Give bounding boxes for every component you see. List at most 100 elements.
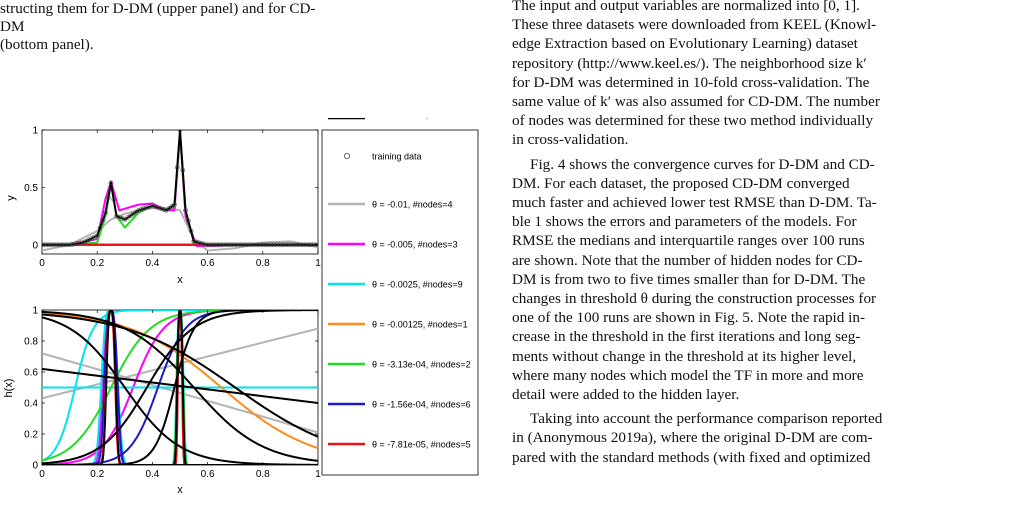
x-tick-label: 0.2	[90, 258, 104, 269]
training-data-point	[61, 242, 67, 248]
training-data-point	[50, 242, 56, 248]
legend-label: θ = -0.0025, #nodes=9	[372, 280, 463, 290]
p1-line: edge Extraction based on Evolutionary Le…	[512, 35, 858, 53]
training-data-point	[285, 242, 290, 248]
legend-box	[321, 129, 479, 476]
training-data-point	[310, 242, 315, 248]
training-data-point	[238, 242, 244, 248]
training-data-point	[268, 242, 274, 248]
y-tick-label: 1	[32, 126, 38, 137]
p1-line: same value of k′ was also assumed for CD…	[512, 93, 880, 111]
p3-line: in (Anonymous 2019a), where the original…	[512, 429, 873, 447]
p1-line: The input and output variables are norma…	[512, 0, 860, 14]
training-data-point	[111, 197, 117, 202]
training-data-point	[241, 242, 246, 248]
training-data-point	[141, 206, 147, 211]
training-data-point	[293, 242, 299, 248]
training-data-point	[89, 236, 94, 241]
legend-label: θ = -0.005, #nodes=3	[372, 240, 458, 250]
p1-line: of nodes was determined for these two me…	[512, 112, 874, 130]
training-data-point	[227, 242, 232, 248]
p2-line: ments without change in the threshold at…	[512, 347, 857, 365]
p2-line: DM is from two to five times smaller tha…	[512, 270, 866, 288]
y-tick-label: 0	[32, 461, 38, 472]
basis-function-curve	[42, 367, 318, 404]
y-tick-label: 1	[32, 306, 38, 317]
upper-xlabel: x	[177, 274, 183, 286]
training-data-point	[64, 242, 70, 248]
training-data-point	[235, 242, 241, 248]
training-data-point	[59, 242, 64, 248]
training-data-point	[105, 195, 111, 201]
training-data-point	[45, 242, 50, 248]
p2-line: ble 1 shows the errors and parameters of…	[512, 213, 857, 231]
bottom-ylabel: h(x)	[3, 379, 15, 398]
training-data-point	[185, 218, 191, 224]
training-data-point	[205, 242, 210, 248]
training-data-point	[254, 242, 260, 248]
training-data-point	[150, 203, 155, 209]
legend-label: θ = -7.81e-05, #nodes=5	[372, 440, 471, 450]
training-data-point	[194, 239, 199, 245]
training-data-point	[288, 242, 293, 248]
training-data-point	[208, 242, 213, 248]
training-data-point	[197, 240, 202, 246]
training-data-point	[263, 242, 268, 248]
upper-axes-box	[41, 129, 319, 255]
training-data-point	[81, 240, 86, 245]
training-data-point	[47, 242, 53, 248]
basis-function-curve	[42, 316, 318, 465]
p1-line: for D-DM was determined in 10-fold cross…	[512, 73, 870, 91]
training-data-point	[103, 210, 108, 215]
training-data-point	[152, 204, 158, 209]
legend-label: θ = -3.91e-05, #nodes=14	[372, 118, 476, 120]
training-data-point	[144, 205, 150, 210]
training-data-point	[97, 225, 103, 231]
training-data-point	[210, 242, 216, 248]
basis-function-curve	[42, 313, 318, 438]
legend-label: θ = -3.13e-04, #nodes=2	[372, 360, 471, 370]
y-tick-label: 0.8	[24, 337, 38, 348]
training-data-point	[299, 242, 304, 248]
training-data-point	[86, 237, 92, 243]
p1-line: in cross-validation.	[512, 131, 629, 149]
p2-line: changes in threshold θ during the constr…	[512, 290, 877, 308]
training-data-point	[119, 216, 125, 221]
x-tick-label: 0.4	[145, 469, 159, 480]
p2-line: one of the 100 runs are shown in Fig. 5.…	[512, 309, 866, 327]
y-tick-label: 0.5	[24, 183, 38, 194]
x-tick-label: 1	[315, 258, 321, 269]
training-data-point	[174, 165, 180, 170]
training-data-point	[266, 242, 271, 248]
training-data-point	[177, 130, 183, 133]
legend-label: θ = -1.56e-04, #nodes=6	[372, 400, 471, 410]
training-data-point	[72, 241, 78, 247]
p2-line: DM. For each dataset, the proposed CD-DM…	[512, 174, 850, 192]
upper-panel: 0 0.2 0.4 0.6 0.8 1 0 0.5 1 x y	[5, 126, 321, 287]
training-data-point	[158, 206, 163, 211]
p2-line: detail were added to the hidden layer.	[512, 386, 740, 404]
training-data-point	[246, 242, 252, 248]
training-data-point	[307, 242, 313, 248]
training-data-point	[249, 242, 255, 248]
x-tick-label: 0.8	[256, 258, 270, 269]
x-tick-label: 0	[39, 258, 45, 269]
basis-function-curve	[42, 352, 318, 434]
training-data-point	[67, 242, 72, 248]
p3-line: Taking into account the performance comp…	[530, 410, 883, 428]
right-column-text: The input and output variables are norma…	[512, 0, 1018, 467]
paragraph-1: The input and output variables are norma…	[512, 0, 1018, 150]
training-data-point	[94, 233, 100, 238]
x-tick-label: 0.6	[201, 258, 215, 269]
p2-line: where many nodes which model the TF in m…	[512, 366, 864, 384]
legend-label: θ = -0.00125, #nodes=1	[372, 320, 468, 330]
basis-function-curve	[42, 310, 318, 462]
training-data-point	[271, 242, 277, 248]
training-data-point	[232, 242, 238, 248]
bottom-xlabel: x	[177, 484, 183, 496]
training-data-point	[136, 208, 141, 213]
training-data-point	[116, 214, 122, 220]
training-data-point	[191, 239, 197, 244]
training-data-point	[172, 202, 177, 207]
training-data-point	[70, 242, 75, 247]
